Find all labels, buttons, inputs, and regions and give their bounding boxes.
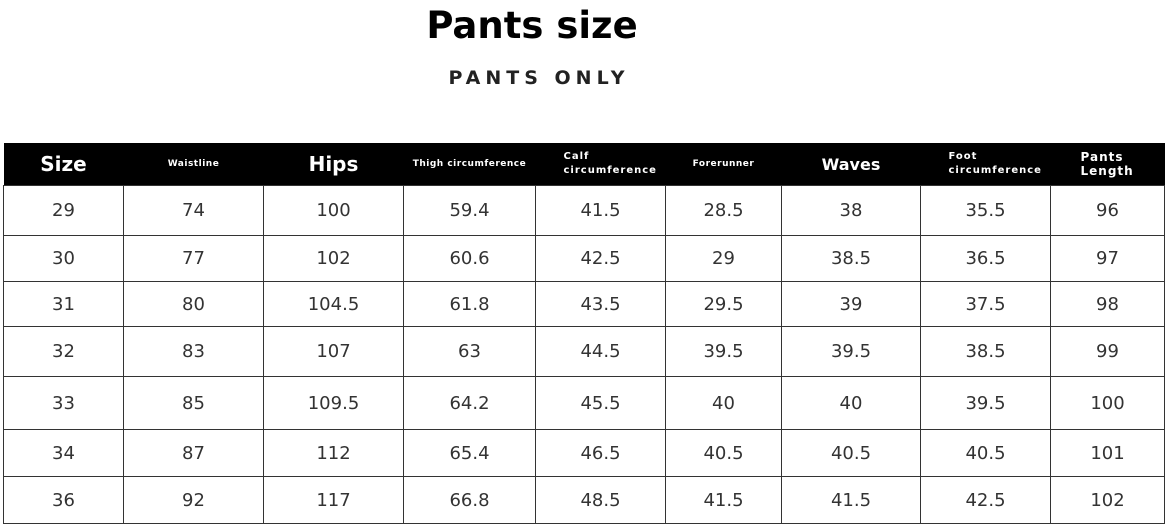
table-cell: 102 bbox=[263, 235, 404, 282]
table-cell: 59.4 bbox=[403, 185, 536, 236]
table-cell: 100 bbox=[1050, 376, 1165, 430]
table-cell: 60.6 bbox=[403, 235, 536, 282]
table-cell: 30 bbox=[3, 235, 124, 282]
table-cell: 98 bbox=[1050, 281, 1165, 327]
table-cell: 117 bbox=[263, 476, 404, 524]
table-cell: 104.5 bbox=[263, 281, 404, 327]
table-cell: 65.4 bbox=[403, 429, 536, 477]
table-cell: 101 bbox=[1050, 429, 1165, 477]
table-cell: 39 bbox=[781, 281, 921, 327]
table-cell: 41.5 bbox=[665, 476, 782, 524]
table-row: 31 80 104.5 61.8 43.5 29.5 39 37.5 98 bbox=[3, 281, 1165, 327]
table-cell: 32 bbox=[3, 326, 124, 377]
table-cell: 40.5 bbox=[781, 429, 921, 477]
table-row: 36 92 117 66.8 48.5 41.5 41.5 42.5 102 bbox=[3, 476, 1165, 524]
header-foot: Foot circumference bbox=[920, 143, 1051, 186]
header-row: Size Waistline Hips Thigh circumference … bbox=[3, 143, 1165, 186]
table-cell: 29 bbox=[3, 185, 124, 236]
table-cell: 40.5 bbox=[920, 429, 1051, 477]
table-cell: 38 bbox=[781, 185, 921, 236]
table-cell: 48.5 bbox=[535, 476, 666, 524]
table-cell: 39.5 bbox=[665, 326, 782, 377]
table-cell: 39.5 bbox=[781, 326, 921, 377]
table-cell: 109.5 bbox=[263, 376, 404, 430]
header-waves: Waves bbox=[781, 143, 921, 186]
header-waistline: Waistline bbox=[123, 143, 264, 186]
table-cell: 64.2 bbox=[403, 376, 536, 430]
table-cell: 42.5 bbox=[920, 476, 1051, 524]
table-cell: 40 bbox=[665, 376, 782, 430]
table-cell: 85 bbox=[123, 376, 264, 430]
table-cell: 42.5 bbox=[535, 235, 666, 282]
table-cell: 102 bbox=[1050, 476, 1165, 524]
table-cell: 107 bbox=[263, 326, 404, 377]
header-thigh: Thigh circumference bbox=[403, 143, 536, 186]
table-cell: 112 bbox=[263, 429, 404, 477]
header-pants-length: Pants Length bbox=[1050, 143, 1165, 186]
table-cell: 36.5 bbox=[920, 235, 1051, 282]
table-row: 30 77 102 60.6 42.5 29 38.5 36.5 97 bbox=[3, 235, 1165, 282]
header-calf: Calf circumference bbox=[535, 143, 666, 186]
table-cell: 41.5 bbox=[781, 476, 921, 524]
table-cell: 33 bbox=[3, 376, 124, 430]
page-title: Pants size bbox=[426, 4, 638, 47]
table-cell: 77 bbox=[123, 235, 264, 282]
table-cell: 87 bbox=[123, 429, 264, 477]
table-cell: 35.5 bbox=[920, 185, 1051, 236]
table-cell: 43.5 bbox=[535, 281, 666, 327]
page-subtitle: PANTS ONLY bbox=[448, 67, 630, 89]
table-cell: 28.5 bbox=[665, 185, 782, 236]
table-cell: 46.5 bbox=[535, 429, 666, 477]
table-cell: 63 bbox=[403, 326, 536, 377]
table-cell: 45.5 bbox=[535, 376, 666, 430]
table-cell: 66.8 bbox=[403, 476, 536, 524]
table-cell: 74 bbox=[123, 185, 264, 236]
header-size: Size bbox=[3, 143, 124, 186]
table-cell: 29.5 bbox=[665, 281, 782, 327]
table-cell: 41.5 bbox=[535, 185, 666, 236]
table-cell: 37.5 bbox=[920, 281, 1051, 327]
table-cell: 29 bbox=[665, 235, 782, 282]
table-cell: 99 bbox=[1050, 326, 1165, 377]
table-row: 32 83 107 63 44.5 39.5 39.5 38.5 99 bbox=[3, 326, 1165, 377]
table-cell: 100 bbox=[263, 185, 404, 236]
table-cell: 97 bbox=[1050, 235, 1165, 282]
table-cell: 40.5 bbox=[665, 429, 782, 477]
table-row: 29 74 100 59.4 41.5 28.5 38 35.5 96 bbox=[3, 185, 1165, 236]
table-row: 33 85 109.5 64.2 45.5 40 40 39.5 100 bbox=[3, 376, 1165, 430]
table-cell: 34 bbox=[3, 429, 124, 477]
table-cell: 31 bbox=[3, 281, 124, 327]
table-cell: 40 bbox=[781, 376, 921, 430]
table-row: 34 87 112 65.4 46.5 40.5 40.5 40.5 101 bbox=[3, 429, 1165, 477]
size-table: Size Waistline Hips Thigh circumference … bbox=[3, 143, 1165, 524]
table-cell: 80 bbox=[123, 281, 264, 327]
header-hips: Hips bbox=[263, 143, 404, 186]
table-cell: 61.8 bbox=[403, 281, 536, 327]
table-cell: 44.5 bbox=[535, 326, 666, 377]
table-cell: 83 bbox=[123, 326, 264, 377]
table-cell: 38.5 bbox=[920, 326, 1051, 377]
table-cell: 39.5 bbox=[920, 376, 1051, 430]
table-cell: 96 bbox=[1050, 185, 1165, 236]
table-cell: 36 bbox=[3, 476, 124, 524]
table-cell: 92 bbox=[123, 476, 264, 524]
table-cell: 38.5 bbox=[781, 235, 921, 282]
header-forerunner: Forerunner bbox=[665, 143, 782, 186]
